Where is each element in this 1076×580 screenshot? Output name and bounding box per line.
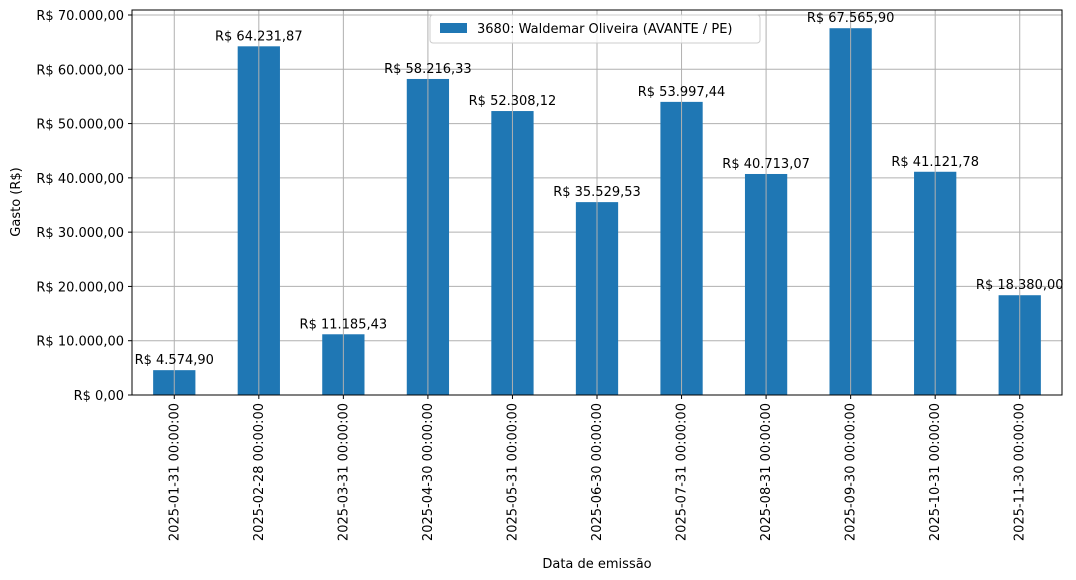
bar-value-label: R$ 41.121,78 bbox=[891, 155, 979, 170]
y-tick-label: R$ 10.000,00 bbox=[36, 335, 124, 350]
y-tick-label: R$ 50.000,00 bbox=[36, 118, 124, 133]
y-tick-label: R$ 0,00 bbox=[74, 389, 124, 404]
bar-value-label: R$ 58.216,33 bbox=[384, 62, 472, 77]
x-tick-label: 2025-01-31 00:00:00 bbox=[167, 403, 182, 541]
legend: 3680: Waldemar Oliveira (AVANTE / PE) bbox=[429, 14, 761, 44]
y-tick-label: R$ 60.000,00 bbox=[36, 63, 124, 78]
y-tick-label: R$ 30.000,00 bbox=[36, 226, 124, 241]
x-tick-label: 2025-06-30 00:00:00 bbox=[590, 403, 605, 541]
y-axis-title: Gasto (R$) bbox=[9, 167, 24, 236]
y-tick-label: R$ 40.000,00 bbox=[36, 172, 124, 187]
y-axis-ticks: R$ 0,00 R$ 10.000,00 R$ 20.000,00 R$ 30.000… bbox=[36, 9, 132, 404]
bar-value-label: R$ 18.380,00 bbox=[976, 278, 1064, 293]
x-axis-ticks: 2025-01-31 00:00:00 2025-02-28 00:00:00 20… bbox=[167, 395, 1028, 541]
bar-value-labels: R$ 4.574,90 R$ 64.231,87 R$ 11.185,43 R$ 58… bbox=[135, 11, 1064, 368]
x-tick-label: 2025-04-30 00:00:00 bbox=[421, 403, 436, 541]
bar-value-label: R$ 67.565,90 bbox=[807, 11, 895, 26]
x-axis-title: Data de emissão bbox=[542, 557, 651, 572]
legend-label: 3680: Waldemar Oliveira (AVANTE / PE) bbox=[477, 22, 733, 37]
x-tick-label: 2025-08-31 00:00:00 bbox=[759, 403, 774, 541]
x-tick-label: 2025-02-28 00:00:00 bbox=[252, 403, 267, 541]
x-tick-label: 2025-10-31 00:00:00 bbox=[928, 403, 943, 541]
bar-value-label: R$ 52.308,12 bbox=[469, 94, 557, 109]
bar-value-label: R$ 4.574,90 bbox=[135, 353, 214, 368]
bar-value-label: R$ 53.997,44 bbox=[638, 85, 726, 100]
x-tick-label: 2025-03-31 00:00:00 bbox=[336, 403, 351, 541]
x-tick-label: 2025-05-31 00:00:00 bbox=[505, 403, 520, 541]
bar-value-label: R$ 40.713,07 bbox=[722, 157, 810, 172]
bar-value-label: R$ 35.529,53 bbox=[553, 185, 641, 200]
x-tick-label: 2025-07-31 00:00:00 bbox=[675, 403, 690, 541]
x-tick-label: 2025-11-30 00:00:00 bbox=[1013, 403, 1028, 541]
y-tick-label: R$ 70.000,00 bbox=[36, 9, 124, 24]
legend-swatch bbox=[440, 23, 467, 33]
x-gridlines bbox=[173, 10, 1021, 395]
x-tick-label: 2025-09-30 00:00:00 bbox=[844, 403, 859, 541]
bar-value-label: R$ 64.231,87 bbox=[215, 29, 303, 44]
bar-value-label: R$ 11.185,43 bbox=[300, 317, 388, 332]
y-tick-label: R$ 20.000,00 bbox=[36, 280, 124, 295]
